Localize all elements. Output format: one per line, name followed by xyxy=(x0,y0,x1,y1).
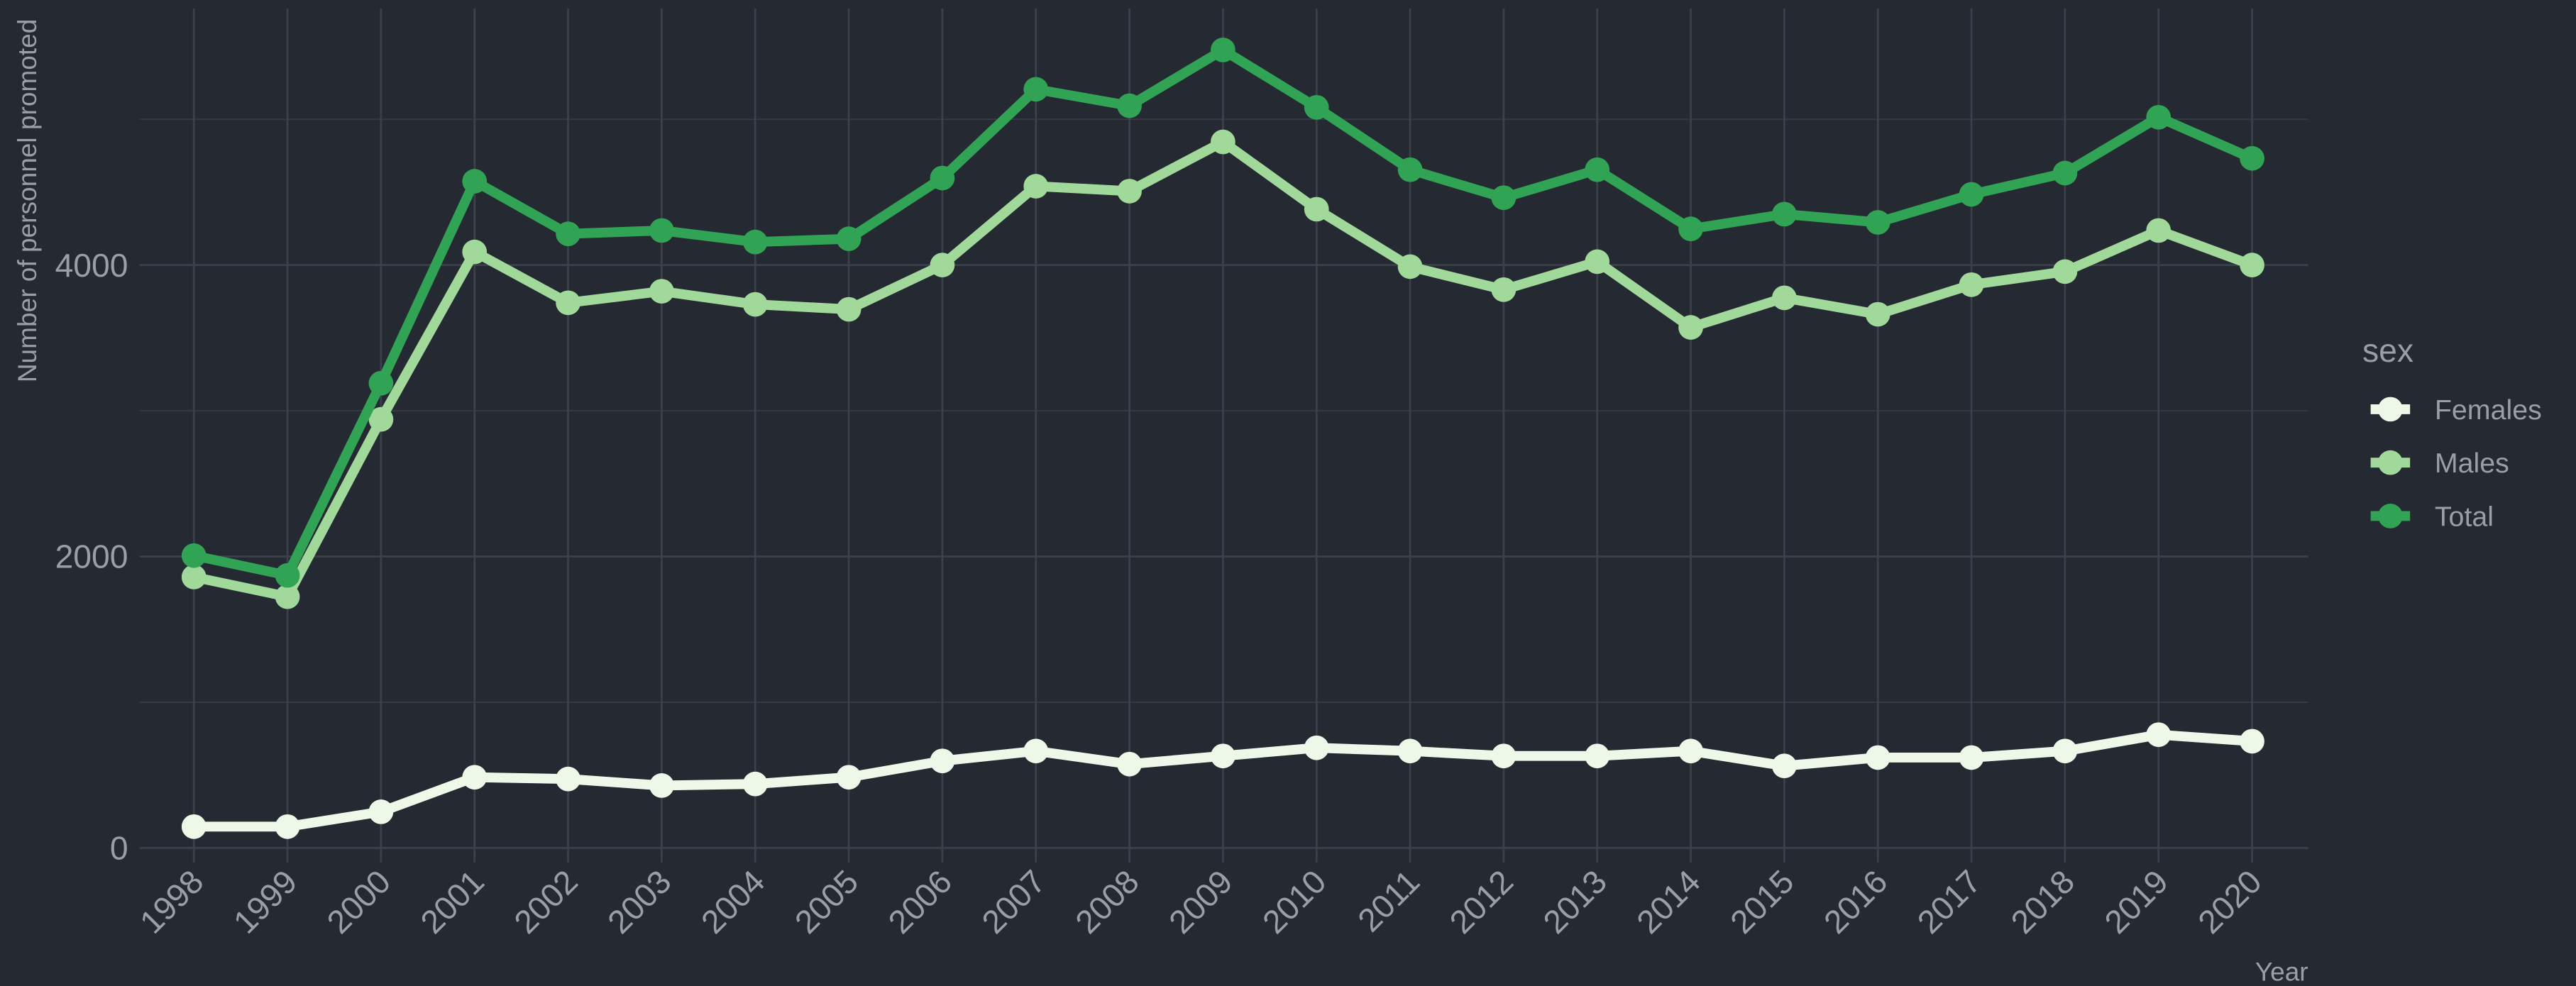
legend-label: Males xyxy=(2435,448,2509,479)
data-point xyxy=(1959,745,1984,770)
data-point xyxy=(2052,259,2078,284)
data-point xyxy=(181,565,207,589)
data-point xyxy=(836,297,862,322)
data-point xyxy=(1585,249,1610,275)
data-point xyxy=(930,253,955,277)
data-point xyxy=(1211,129,1235,155)
data-point xyxy=(1772,201,1797,227)
data-point xyxy=(1865,745,1890,770)
data-point xyxy=(181,814,207,839)
data-point xyxy=(1304,196,1329,222)
data-point xyxy=(1585,743,1610,769)
y-tick-label: 0 xyxy=(110,830,128,867)
legend-swatch xyxy=(2378,504,2403,528)
data-point xyxy=(1772,753,1797,779)
data-point xyxy=(1397,254,1423,279)
data-point xyxy=(649,773,674,798)
data-point xyxy=(836,226,862,252)
data-point xyxy=(1585,157,1610,182)
legend-label: Females xyxy=(2435,394,2542,426)
data-point xyxy=(836,765,862,790)
data-point xyxy=(1678,315,1703,340)
data-point xyxy=(1865,301,1890,327)
data-point xyxy=(2240,145,2264,171)
data-point xyxy=(462,239,488,265)
data-point xyxy=(1491,277,1517,302)
data-point xyxy=(2146,218,2172,243)
data-point xyxy=(1959,182,1984,207)
data-point xyxy=(2240,729,2264,754)
data-point xyxy=(556,290,580,316)
data-point xyxy=(1117,93,1142,118)
data-point xyxy=(2146,722,2172,748)
data-point xyxy=(275,584,300,609)
data-point xyxy=(556,221,580,247)
data-point xyxy=(1491,185,1517,211)
data-point xyxy=(1678,216,1703,242)
data-point xyxy=(1304,94,1329,120)
data-point xyxy=(368,406,394,432)
data-point xyxy=(2146,104,2172,130)
data-point xyxy=(1772,285,1797,311)
data-point xyxy=(1865,210,1890,235)
x-axis-label: Year xyxy=(2255,957,2308,986)
data-point xyxy=(2240,253,2264,277)
data-point xyxy=(1023,77,1049,102)
data-point xyxy=(275,814,300,839)
data-point xyxy=(930,748,955,774)
data-point xyxy=(462,765,488,790)
legend-label: Total xyxy=(2435,501,2494,532)
data-point xyxy=(368,370,394,396)
data-point xyxy=(2052,738,2078,764)
data-point xyxy=(1117,179,1142,204)
marks xyxy=(181,38,2264,839)
data-point xyxy=(181,543,207,568)
data-point xyxy=(1678,738,1703,764)
data-point xyxy=(1397,157,1423,182)
legend-title: sex xyxy=(2362,332,2413,369)
data-point xyxy=(1959,272,1984,297)
data-point xyxy=(1397,738,1423,764)
data-point xyxy=(742,292,768,317)
data-point xyxy=(556,766,580,792)
data-point xyxy=(1117,751,1142,777)
data-point xyxy=(649,218,674,243)
data-point xyxy=(1023,174,1049,199)
data-point xyxy=(1491,743,1517,769)
y-tick-label: 4000 xyxy=(55,247,128,284)
data-point xyxy=(930,165,955,191)
data-point xyxy=(1211,38,1235,62)
data-point xyxy=(742,229,768,255)
data-point xyxy=(368,799,394,824)
data-point xyxy=(1023,738,1049,764)
data-point xyxy=(1211,743,1235,769)
data-point xyxy=(275,563,300,588)
y-tick-label: 2000 xyxy=(55,538,128,575)
legend-swatch xyxy=(2378,450,2403,475)
data-point xyxy=(649,279,674,304)
data-point xyxy=(742,771,768,797)
y-axis-label: Number of personnel promoted xyxy=(12,19,42,383)
legend-swatch xyxy=(2378,397,2403,422)
data-point xyxy=(1304,735,1329,760)
data-point xyxy=(462,169,488,194)
data-point xyxy=(2052,160,2078,186)
